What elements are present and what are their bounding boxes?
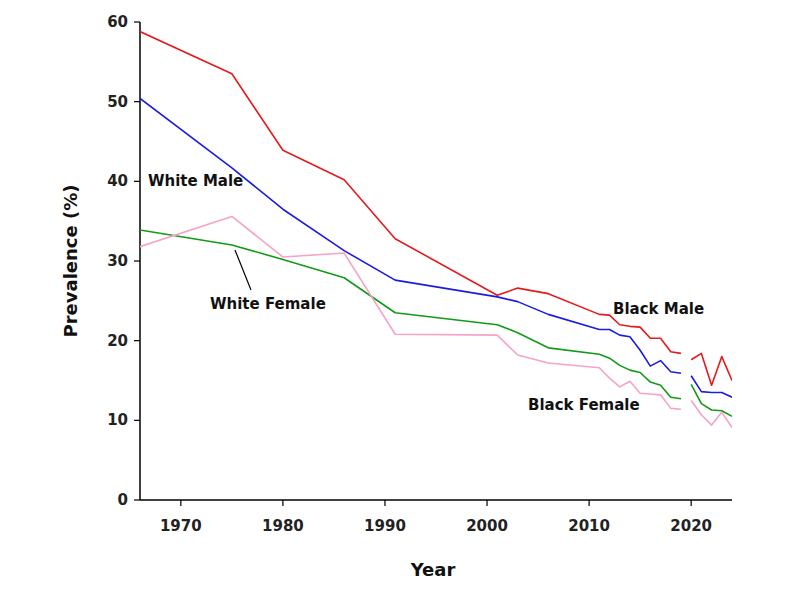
x-tick	[384, 500, 385, 506]
series-annotation: Black Female	[528, 396, 640, 414]
page: {"chart_data": { "type": "line", "x_labe…	[0, 0, 792, 594]
series-line	[140, 98, 732, 397]
x-tick	[282, 500, 283, 506]
chart: 0 10 20 30 40 50 60 1970 1980 1990 2000 2010 2020 Yea…	[0, 0, 792, 594]
y-tick-label: 10	[107, 411, 128, 429]
x-tick-label: 1970	[160, 517, 202, 535]
x-tick-label: 2000	[466, 517, 508, 535]
x-tick	[589, 500, 590, 506]
x-tick	[691, 500, 692, 506]
plot-lines	[140, 32, 732, 428]
y-tick	[134, 21, 140, 22]
series-annotation: White Male	[148, 172, 243, 190]
series-annotation: Black Male	[613, 300, 704, 318]
annotation-leader	[235, 250, 251, 290]
x-tick-label: 2010	[568, 517, 610, 535]
series-annotation: White Female	[210, 295, 326, 313]
y-tick-label: 30	[107, 252, 128, 270]
x-tick-label: 2020	[670, 517, 712, 535]
x-tick-label: 1980	[262, 517, 304, 535]
series-line	[140, 230, 732, 416]
x-axis-title: Year	[410, 559, 456, 580]
y-tick	[134, 499, 140, 500]
y-tick-label: 40	[107, 172, 128, 190]
x-axis-line	[140, 499, 732, 501]
x-tick	[180, 500, 181, 506]
y-tick	[134, 260, 140, 261]
series-line	[140, 216, 732, 427]
y-tick	[134, 181, 140, 182]
y-tick-label: 60	[107, 13, 128, 31]
x-tick	[486, 500, 487, 506]
y-tick-label: 20	[107, 332, 128, 350]
y-tick	[134, 340, 140, 341]
y-tick	[134, 101, 140, 102]
y-tick-label: 0	[118, 491, 128, 509]
y-tick-label: 50	[107, 93, 128, 111]
series-line	[140, 32, 732, 386]
x-tick-label: 1990	[364, 517, 406, 535]
y-axis-title: Prevalence (%)	[60, 185, 81, 338]
y-tick	[134, 420, 140, 421]
